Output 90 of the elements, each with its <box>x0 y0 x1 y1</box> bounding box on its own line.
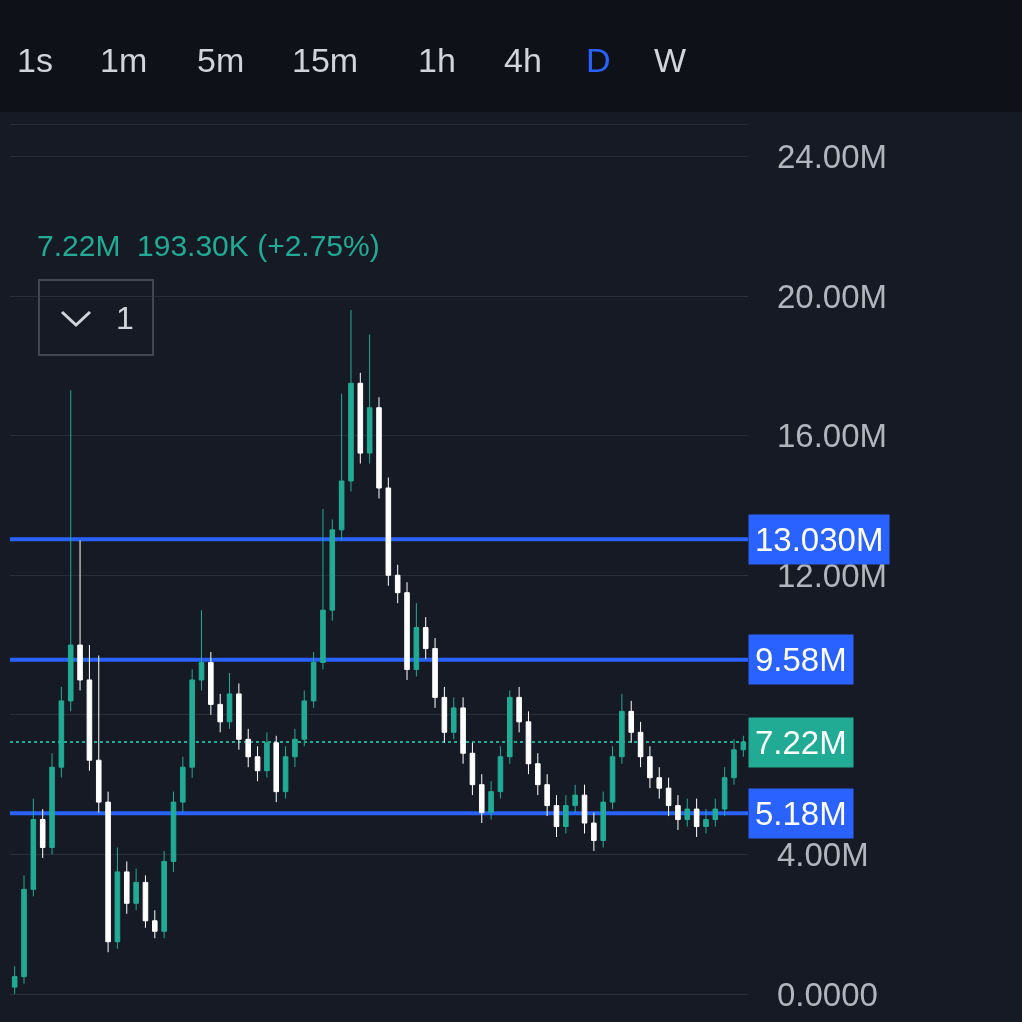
text: 1s <box>17 41 53 79</box>
ref-line-label: 13.030M <box>755 521 884 558</box>
candlestick <box>478 773 485 824</box>
text: 5m <box>197 41 245 79</box>
candlestick <box>488 780 494 821</box>
candlestick <box>39 808 46 859</box>
candlestick <box>310 651 317 709</box>
candlestick <box>628 700 635 744</box>
candlestick <box>245 728 251 768</box>
candlestick <box>329 518 336 622</box>
ref-line-label: 9.58M <box>755 641 847 678</box>
candlestick <box>609 745 616 810</box>
y-tick-label: 20.00M <box>777 277 888 315</box>
candlestick <box>161 850 167 939</box>
candlestick <box>516 686 522 733</box>
text: 15m <box>292 41 359 79</box>
candlestick <box>320 508 326 670</box>
candlestick <box>180 756 186 814</box>
candlestick <box>432 637 438 709</box>
candlestick <box>647 745 653 789</box>
y-tick-label: 16.00M <box>777 417 888 455</box>
candlestick <box>357 372 364 465</box>
candlestick <box>142 874 149 929</box>
candlestick <box>469 742 476 796</box>
candlestick <box>712 798 719 828</box>
text: W <box>654 41 687 79</box>
candlestick <box>123 860 130 915</box>
candlestick <box>133 867 139 911</box>
candlestick <box>77 539 83 691</box>
candlestick <box>637 721 644 768</box>
candlestick <box>544 773 550 817</box>
candlestick <box>404 581 410 681</box>
candlestick <box>413 602 420 677</box>
candlestick <box>254 745 261 782</box>
candlestick <box>217 693 223 733</box>
candlestick <box>236 682 242 751</box>
annotation: 7.22M 193.30K (+2.75%) <box>37 229 380 262</box>
candlestick <box>282 745 289 800</box>
candlestick <box>105 791 111 953</box>
candlestick <box>460 696 466 765</box>
candlestick <box>600 791 606 848</box>
candlestick <box>525 710 532 775</box>
candlestick <box>572 784 578 814</box>
candlestick <box>721 766 728 817</box>
candlestick <box>581 784 588 835</box>
candlestick <box>665 777 672 817</box>
y-tick-label: 24.00M <box>777 137 888 175</box>
candlestick <box>441 686 448 744</box>
candlestick <box>170 791 177 873</box>
candlestick <box>226 672 233 730</box>
candlestick <box>675 794 681 831</box>
candlestick <box>114 846 121 950</box>
candlestick <box>21 874 27 985</box>
candlestick <box>450 696 457 740</box>
text: 1h <box>418 41 456 79</box>
candlestick <box>385 477 392 587</box>
candlestick <box>497 745 504 800</box>
candlestick <box>553 794 560 838</box>
candlestick <box>86 644 93 772</box>
candlestick <box>95 655 102 814</box>
candlestick <box>535 752 541 796</box>
candlestick <box>152 909 158 939</box>
candlestick <box>693 798 700 838</box>
candlestick <box>11 965 18 995</box>
ref-line-label: 5.18M <box>755 795 847 832</box>
candlestick <box>208 651 214 716</box>
candlestick <box>422 616 429 660</box>
candlestick <box>67 389 74 712</box>
candlestick <box>376 396 382 499</box>
text: 1m <box>100 41 148 79</box>
ref-line-label: 7.22M <box>755 724 847 761</box>
y-tick-label: 4.00M <box>777 836 869 874</box>
y-tick-label: 0.0000 <box>777 975 878 1013</box>
candlestick <box>394 564 401 604</box>
candlestick <box>366 333 373 465</box>
annotation: 1 <box>116 300 134 336</box>
candlestick <box>563 794 569 835</box>
candlestick <box>591 812 597 852</box>
candlestick <box>273 735 280 803</box>
text: 4h <box>504 41 542 79</box>
candlestick <box>684 798 691 828</box>
candlestick <box>49 752 55 855</box>
text: D <box>586 41 611 79</box>
candlestick <box>30 798 37 897</box>
y-tick-label: 12.00M <box>777 556 888 594</box>
candlestick <box>348 309 354 492</box>
candlestick <box>656 766 663 800</box>
candlestick <box>198 609 205 691</box>
candlestick <box>703 808 709 835</box>
candlestick <box>338 393 345 541</box>
